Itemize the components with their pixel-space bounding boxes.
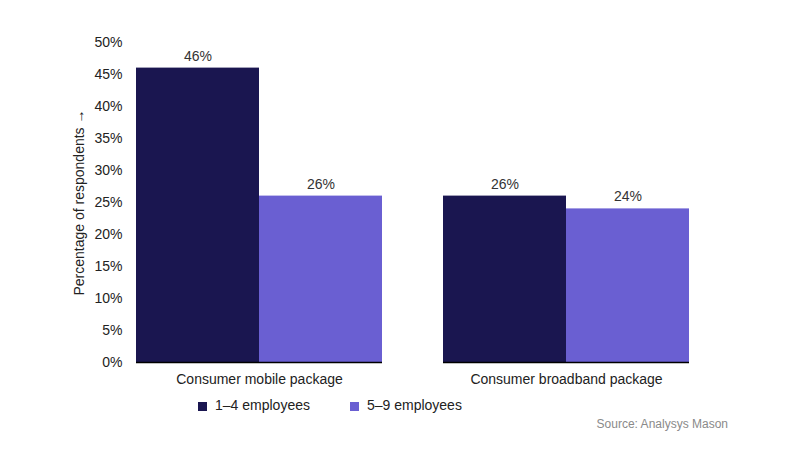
html-text:5–9 employees: 5–9 employees [367,397,462,413]
svg-text:40%: 40% [94,98,122,114]
svg-text:10%: 10% [94,290,122,306]
svg-text:Percentage of respondents →: Percentage of respondents → [71,109,87,295]
svg-text:26%: 26% [307,176,335,192]
svg-text:24%: 24% [614,188,642,204]
svg-text:30%: 30% [94,162,122,178]
html-text:Source: Analysys Mason: Source: Analysys Mason [596,417,728,431]
svg-text:46%: 46% [184,48,212,64]
svg-text:45%: 45% [94,66,122,82]
svg-text:20%: 20% [94,226,122,242]
svg-text:26%: 26% [491,176,519,192]
svg-text:0%: 0% [102,354,122,370]
svg-text:Consumer broadband package: Consumer broadband package [470,371,662,387]
svg-text:Consumer mobile package: Consumer mobile package [176,371,343,387]
svg-text:35%: 35% [94,130,122,146]
svg-text:5%: 5% [102,322,122,338]
svg-text:50%: 50% [94,34,122,50]
svg-text:25%: 25% [94,194,122,210]
svg-text:15%: 15% [94,258,122,274]
html-text:1–4 employees: 1–4 employees [215,397,310,413]
